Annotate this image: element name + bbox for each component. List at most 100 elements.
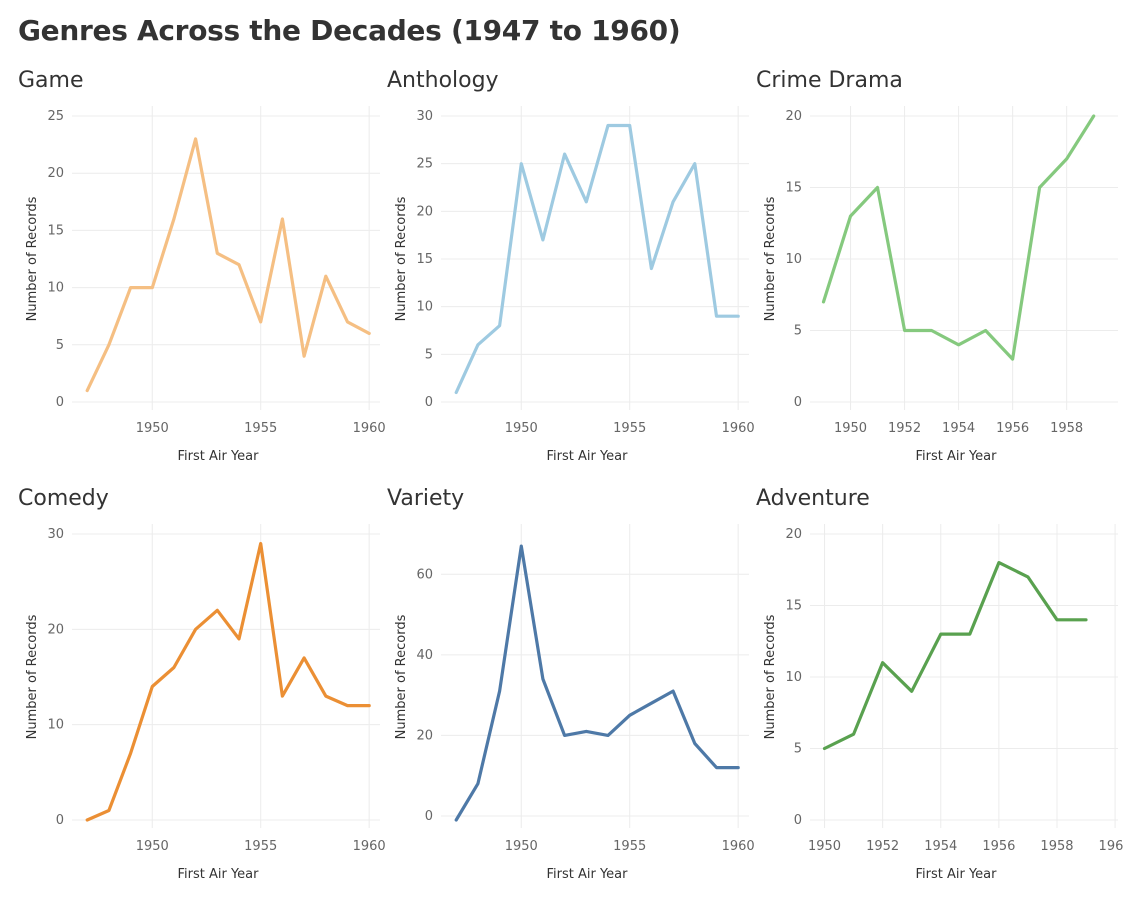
- data-point: [628, 124, 632, 128]
- x-axis-title: First Air Year: [178, 867, 260, 882]
- y-tick-label: 10: [47, 281, 64, 296]
- data-point: [237, 263, 241, 267]
- data-point: [984, 329, 988, 333]
- y-tick-label: 30: [47, 527, 64, 542]
- x-axis-title: First Air Year: [178, 449, 260, 464]
- line-chart-game: 0 5 10 15 20 25 1950 1955 1960 First Air Year Numb…: [25, 106, 386, 464]
- y-tick-label: 15: [47, 223, 64, 238]
- data-point: [693, 162, 697, 166]
- data-point: [302, 354, 306, 358]
- y-tick-label: 40: [416, 648, 433, 663]
- y-tick-label: 25: [47, 109, 64, 124]
- data-point: [324, 274, 328, 278]
- y-tick-label: 5: [794, 742, 802, 757]
- y-tick-label: 20: [785, 109, 802, 124]
- y-axis-title: Number of Records: [763, 196, 778, 321]
- x-axis-title: First Air Year: [916, 449, 998, 464]
- data-point: [280, 694, 284, 698]
- data-point: [107, 343, 111, 347]
- data-point: [649, 267, 653, 271]
- data-point: [345, 320, 349, 324]
- data-point: [259, 320, 263, 324]
- x-tick-label: 1958: [1050, 421, 1083, 436]
- data-point: [910, 689, 914, 693]
- x-tick-label: 1950: [834, 421, 867, 436]
- data-point: [903, 329, 907, 333]
- y-tick-label: 10: [785, 252, 802, 267]
- series-line: [822, 560, 1088, 751]
- y-axis-title: Number of Records: [25, 196, 40, 321]
- data-point: [823, 747, 827, 751]
- data-point: [194, 137, 198, 141]
- data-point: [736, 766, 740, 770]
- data-point: [671, 689, 675, 693]
- y-tick-label: 10: [47, 718, 64, 733]
- data-point: [606, 733, 610, 737]
- x-tick-label: 1954: [942, 421, 975, 436]
- data-point: [302, 656, 306, 660]
- chart-title-game: Game: [18, 68, 84, 93]
- y-tick-label: 5: [56, 338, 64, 353]
- series-line: [821, 114, 1096, 361]
- data-point: [649, 701, 653, 705]
- y-tick-label: 10: [416, 300, 433, 315]
- data-point: [519, 544, 523, 548]
- data-point: [693, 741, 697, 745]
- line-chart-anthology: 0 5 10 15 20 25 30 1950 1955 1960 First Air Year Nu…: [394, 106, 755, 464]
- y-tick-label: 20: [416, 728, 433, 743]
- series-line: [454, 544, 740, 822]
- x-tick-label: 1955: [613, 839, 646, 854]
- x-axis-title: First Air Year: [916, 867, 998, 882]
- chart-panel-crime-drama: Crime Drama 0 5 10 15 20 1950 1952 1954 1956 1958…: [756, 68, 1124, 478]
- x-tick-label: 1952: [866, 839, 899, 854]
- data-point: [129, 286, 133, 290]
- data-point: [172, 665, 176, 669]
- x-tick-label: 1960: [353, 421, 386, 436]
- data-point: [876, 186, 880, 190]
- data-point: [881, 661, 885, 665]
- line-chart-variety: 0 20 40 60 1950 1955 1960 First Air Year Number …: [394, 524, 755, 882]
- series-line: [454, 123, 740, 395]
- data-point: [215, 251, 219, 255]
- x-tick-label: 1960: [353, 839, 386, 854]
- y-tick-label: 15: [785, 181, 802, 196]
- data-point: [606, 124, 610, 128]
- data-point: [498, 689, 502, 693]
- data-point: [345, 704, 349, 708]
- data-point: [454, 390, 458, 394]
- chart-title-crime-drama: Crime Drama: [756, 68, 903, 93]
- data-point: [957, 343, 961, 347]
- data-point: [584, 200, 588, 204]
- data-point: [968, 632, 972, 636]
- x-tick-label: 1955: [244, 421, 277, 436]
- data-point: [237, 637, 241, 641]
- data-point: [1038, 186, 1042, 190]
- data-point: [324, 694, 328, 698]
- data-point: [563, 733, 567, 737]
- data-point: [107, 808, 111, 812]
- data-point: [671, 200, 675, 204]
- y-tick-label: 30: [416, 109, 433, 124]
- data-point: [454, 818, 458, 822]
- data-point: [259, 542, 263, 546]
- data-point: [563, 152, 567, 156]
- y-tick-label: 15: [785, 599, 802, 614]
- x-tick-label: 1950: [136, 839, 169, 854]
- data-point: [714, 766, 718, 770]
- data-point: [1026, 575, 1030, 579]
- y-tick-label: 25: [416, 157, 433, 172]
- data-point: [519, 162, 523, 166]
- data-point: [476, 782, 480, 786]
- data-point: [215, 608, 219, 612]
- data-point: [997, 561, 1001, 565]
- x-tick-label: 1950: [808, 839, 841, 854]
- data-point: [150, 286, 154, 290]
- y-tick-label: 20: [47, 166, 64, 181]
- data-point: [939, 632, 943, 636]
- y-tick-label: 0: [425, 395, 433, 410]
- chart-panel-adventure: Adventure 0 5 10 15 20 1950 1952 1954 1956 1958 19…: [756, 486, 1124, 896]
- y-tick-label: 20: [416, 204, 433, 219]
- y-tick-label: 60: [416, 567, 433, 582]
- data-point: [930, 329, 934, 333]
- chart-title-adventure: Adventure: [756, 486, 870, 511]
